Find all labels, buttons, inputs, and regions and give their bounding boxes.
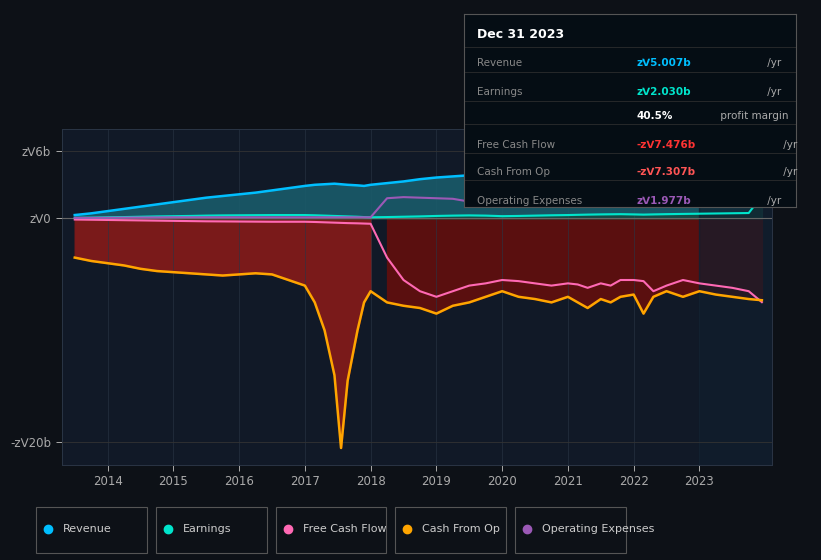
Text: /yr: /yr: [781, 139, 798, 150]
Text: Earnings: Earnings: [182, 524, 232, 534]
Text: zᐯ1.977b: zᐯ1.977b: [637, 195, 691, 206]
Text: Cash From Op: Cash From Op: [477, 167, 550, 176]
Text: zᐯ2.030b: zᐯ2.030b: [637, 87, 691, 97]
Text: /yr: /yr: [764, 58, 782, 68]
FancyBboxPatch shape: [516, 507, 626, 553]
Text: -zᐯ7.476b: -zᐯ7.476b: [637, 139, 696, 150]
Text: Earnings: Earnings: [477, 87, 523, 97]
Text: 40.5%: 40.5%: [637, 111, 673, 120]
FancyBboxPatch shape: [36, 507, 147, 553]
Text: /yr: /yr: [764, 195, 782, 206]
Text: Free Cash Flow: Free Cash Flow: [302, 524, 386, 534]
FancyBboxPatch shape: [396, 507, 507, 553]
Text: profit margin: profit margin: [717, 111, 788, 120]
Text: /yr: /yr: [781, 167, 798, 176]
Text: Dec 31 2023: Dec 31 2023: [477, 27, 564, 40]
Text: Revenue: Revenue: [62, 524, 112, 534]
Bar: [699, 129, 778, 465]
FancyBboxPatch shape: [276, 507, 387, 553]
Text: Cash From Op: Cash From Op: [423, 524, 500, 534]
Text: /yr: /yr: [764, 87, 782, 97]
FancyBboxPatch shape: [156, 507, 267, 553]
Text: Free Cash Flow: Free Cash Flow: [477, 139, 555, 150]
Text: -zᐯ7.307b: -zᐯ7.307b: [637, 167, 696, 176]
Text: Operating Expenses: Operating Expenses: [543, 524, 654, 534]
Text: Operating Expenses: Operating Expenses: [477, 195, 582, 206]
Text: zᐯ5.007b: zᐯ5.007b: [637, 58, 691, 68]
Text: Revenue: Revenue: [477, 58, 522, 68]
